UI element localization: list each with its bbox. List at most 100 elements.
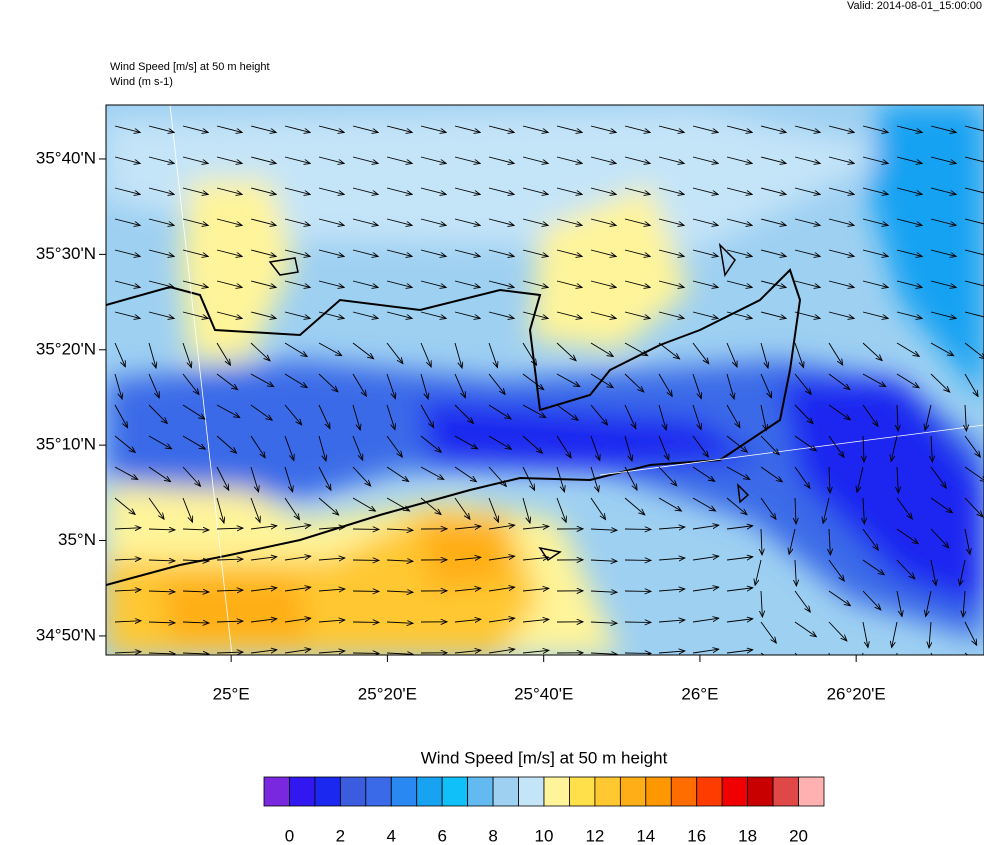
colorbar-box	[314, 776, 341, 807]
wind-arrow	[352, 280, 378, 287]
wind-arrow	[250, 497, 260, 522]
wind-arrow	[216, 652, 243, 653]
wind-arrow	[250, 249, 276, 256]
wind-arrow	[318, 589, 345, 591]
wind-arrow	[182, 529, 209, 530]
wind-arrow	[250, 373, 274, 387]
wind-arrow	[862, 652, 864, 655]
wind-arrow	[760, 435, 779, 455]
wind-arrow	[148, 435, 172, 449]
wind-arrow	[352, 311, 378, 318]
y-tick-label: 35°20'N	[36, 339, 96, 358]
wind-arrow	[454, 588, 481, 591]
wind-arrow	[114, 280, 140, 287]
wind-arrow	[726, 218, 752, 225]
wind-arrow	[148, 280, 174, 287]
wind-arrow	[488, 556, 515, 561]
wind-arrow	[590, 404, 608, 425]
wind-arrow	[726, 156, 752, 163]
wind-arrow	[590, 342, 613, 356]
wind-arrow	[148, 342, 156, 368]
wind-arrow	[182, 373, 199, 395]
wind-arrow	[862, 528, 878, 550]
wind-arrow	[590, 591, 617, 592]
wind-arrow	[114, 218, 140, 225]
wind-arrow	[658, 651, 685, 653]
wind-arrow	[386, 466, 409, 481]
wind-arrow	[386, 497, 410, 511]
wind-arrow	[318, 311, 344, 318]
wind-arrow	[216, 249, 242, 256]
colorbar: 0 2 4 6 8 10 12 14 16 18 20	[263, 776, 825, 845]
wind-arrow	[692, 649, 719, 654]
y-tick-label: 35°30'N	[36, 244, 96, 263]
wind-arrow	[692, 525, 719, 530]
wind-arrow	[692, 187, 718, 194]
wind-arrow	[624, 280, 650, 287]
wind-arrow	[250, 342, 270, 361]
wind-arrow	[862, 559, 884, 575]
wind-arrow	[556, 187, 582, 194]
wind-arrow	[318, 527, 345, 529]
wind-arrow	[454, 557, 481, 560]
wind-arrow	[216, 311, 242, 318]
wind-arrow	[454, 466, 476, 482]
wind-arrow	[352, 218, 378, 225]
wind-arrow	[590, 529, 617, 530]
colorbar-box	[339, 776, 367, 807]
wind-arrow	[795, 559, 796, 586]
wind-arrow	[284, 125, 310, 132]
wind-arrow	[658, 249, 684, 256]
wind-arrow	[148, 653, 175, 654]
wind-arrow	[386, 653, 413, 654]
wind-arrow	[891, 435, 898, 461]
wind-arrow	[658, 373, 672, 396]
wind-arrow	[760, 342, 768, 368]
wind-arrow	[420, 404, 434, 428]
wind-arrow	[488, 618, 515, 623]
wind-arrow	[590, 653, 617, 654]
wind-arrow	[488, 249, 514, 256]
wind-arrow	[590, 466, 599, 492]
colorbar-box	[594, 776, 621, 807]
colorbar-box	[569, 776, 596, 807]
wind-arrow	[318, 125, 344, 132]
colorbar-title: Wind Speed [m/s] at 50 m height	[421, 748, 668, 767]
wind-arrow	[692, 373, 701, 399]
wind-arrow	[862, 187, 888, 194]
wind-arrow	[488, 525, 515, 530]
wind-arrow	[556, 218, 582, 225]
wind-arrow	[794, 435, 816, 451]
wind-arrow	[828, 404, 850, 420]
wind-arrow	[386, 156, 412, 163]
wind-arrow	[896, 590, 902, 617]
wind-arrow	[114, 466, 138, 479]
wind-arrow	[454, 249, 480, 256]
wind-arrow	[624, 156, 650, 163]
wind-arrow	[250, 218, 276, 225]
wind-arrow	[760, 311, 786, 318]
wind-arrow	[386, 435, 402, 457]
wind-arrow	[794, 466, 810, 488]
wind-arrow	[726, 497, 747, 515]
wind-arrow	[148, 249, 174, 256]
wind-arrow	[692, 404, 701, 430]
wind-arrow	[896, 249, 922, 256]
wind-arrow	[488, 187, 514, 194]
wind-arrow	[692, 556, 719, 561]
wind-arrow	[318, 435, 326, 461]
wind-arrow	[896, 497, 912, 519]
wind-arrow	[692, 249, 718, 256]
wind-arrow	[590, 622, 617, 623]
wind-arrow	[216, 156, 242, 163]
wind-arrow	[318, 187, 344, 194]
wind-arrow	[114, 435, 135, 452]
wind-arrow	[930, 311, 956, 318]
wind-arrow	[250, 125, 276, 132]
wind-arrow	[250, 156, 276, 163]
wind-arrow	[182, 653, 209, 654]
wind-arrow	[318, 342, 342, 356]
wind-arrow	[760, 466, 782, 482]
wind-arrow	[896, 373, 919, 388]
wind-arrow	[658, 125, 684, 132]
